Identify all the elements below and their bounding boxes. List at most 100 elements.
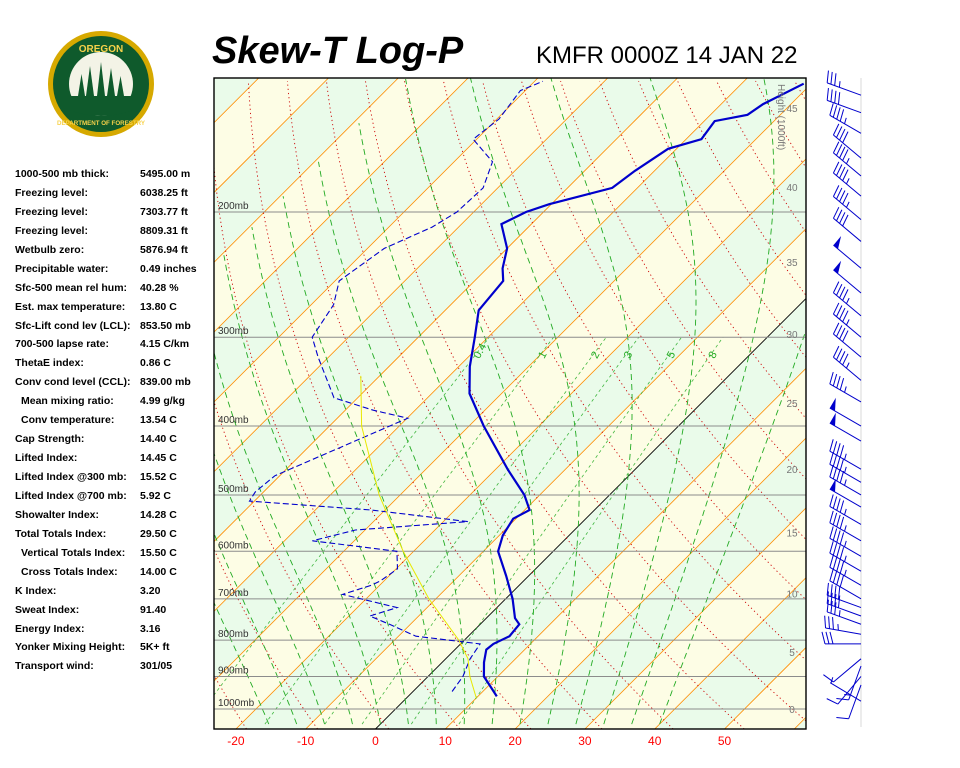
wind-barb-flag: [832, 141, 840, 154]
dry-adiabat: [0, 81, 104, 729]
wind-barbs: [821, 70, 862, 720]
wind-barb-flag: [830, 584, 833, 597]
index-label: Cap Strength:: [15, 433, 85, 446]
wind-barb-flag: [839, 377, 845, 391]
isotherm: [0, 78, 119, 729]
dry-adiabat: [443, 80, 806, 661]
wind-barb-staff: [827, 603, 862, 617]
index-value: 5876.94 ft: [140, 243, 188, 256]
parcel-path-trace: [360, 375, 477, 699]
wind-barb-half-flag: [845, 201, 850, 208]
wind-barb: [832, 141, 862, 177]
wind-barb: [829, 526, 862, 557]
wind-barb: [832, 322, 862, 358]
wind-barb-half-flag: [844, 693, 851, 696]
index-row: Freezing level: 6038.25 ft: [15, 187, 215, 206]
wind-barb-flag: [836, 144, 843, 156]
wind-barb-pennant: [829, 412, 836, 427]
plot-area: 0.4 1 2 3 5 8200mb300mb400mb500mb600mb700mb80…: [0, 78, 960, 729]
wind-barb-flag: [832, 302, 840, 315]
wind-barb-flag: [839, 561, 845, 574]
wind-barb-flag: [829, 439, 834, 452]
wind-barb-staff: [833, 217, 862, 242]
wind-barb-flag: [836, 348, 843, 361]
wind-barb-flag: [839, 547, 845, 560]
moist-adiabat: [470, 78, 580, 725]
x-tick-label: 20: [508, 734, 522, 748]
wind-barb-flag: [837, 595, 841, 608]
wind-barb-flag: [829, 510, 834, 523]
wind-barb-staff: [829, 488, 862, 508]
index-label: Yonker Mixing Height:: [15, 641, 126, 654]
index-row: ThetaE index: 0.86 C: [15, 357, 215, 376]
wind-barb-flag: [829, 371, 834, 385]
moist-adiabat: [214, 350, 353, 725]
wind-barb: [829, 478, 862, 508]
moist-adiabat: [603, 78, 697, 725]
wind-barb-flag: [836, 498, 841, 511]
wind-barb-half-flag: [844, 555, 847, 562]
wind-barb: [829, 439, 862, 470]
isotherm: [214, 78, 608, 473]
wind-barb-flag: [826, 599, 829, 612]
index-label: Sfc-Lift cond lev (LCL):: [15, 319, 131, 332]
wind-barb-half-flag: [830, 677, 834, 684]
wind-barb-staff: [848, 665, 862, 700]
wind-barb-flag: [839, 351, 846, 363]
wind-barb: [832, 302, 862, 338]
height-tick-label: 40: [786, 183, 798, 194]
wind-barb: [826, 591, 862, 617]
wind-barb-flag: [830, 89, 833, 102]
index-label: 1000-500 mb thick:: [15, 168, 109, 180]
index-label: Total Totals Index:: [15, 527, 107, 540]
wind-barb-flag: [839, 516, 845, 529]
height-tick-label: 10: [786, 589, 798, 600]
isotherm: [794, 716, 806, 729]
index-value: 14.40 C: [140, 433, 177, 446]
wind-barb-staff: [833, 244, 862, 269]
wind-barb: [829, 494, 862, 525]
wind-barb-staff: [833, 356, 862, 381]
wind-barb: [832, 345, 862, 381]
stability-indices-panel: 1000-500 mb thick: 5495.00 m Freezing leve…: [15, 168, 215, 679]
wind-barb-flag: [836, 514, 841, 527]
wind-barb-flag: [839, 307, 846, 320]
wind-barb: [832, 281, 862, 317]
wind-barb-half-flag: [844, 117, 847, 124]
dry-adiabat: [912, 81, 960, 729]
wind-barb-half-flag: [838, 610, 841, 617]
wind-barb-pennant: [833, 260, 842, 274]
wind-barb-flag: [839, 327, 846, 340]
dry-adiabat: [214, 162, 461, 729]
index-label: Vertical Totals Index:: [21, 546, 126, 559]
dry-adiabat: [834, 81, 960, 729]
height-tick-label: 20: [786, 465, 798, 476]
index-row: Transport wind: 301/05: [15, 660, 215, 679]
index-label: Energy Index:: [15, 622, 85, 635]
isobar-label: 200mb: [218, 201, 249, 212]
wind-barb-flag: [834, 73, 837, 86]
x-tick-label: 30: [578, 734, 592, 748]
wind-barb: [836, 684, 862, 720]
isotherm-band: [0, 78, 119, 729]
wind-barb-staff: [833, 292, 862, 317]
wind-barb: [829, 568, 862, 600]
dry-adiabat: [286, 80, 603, 729]
wind-barb-flag: [839, 166, 846, 179]
index-row: Wetbulb zero: 5876.94 ft: [15, 244, 215, 263]
mixing-ratio-label: 1: [536, 350, 549, 361]
wind-barb-flag: [836, 325, 843, 337]
dry-adiabat: [365, 80, 745, 729]
wind-barb-staff: [833, 134, 862, 159]
wind-barb-flag: [836, 107, 841, 120]
wind-barb-flag: [842, 310, 849, 323]
wind-barb-staff: [829, 407, 862, 427]
wind-barb-staff: [833, 333, 862, 358]
wind-barb-staff: [829, 566, 862, 586]
height-tick-label: 5: [789, 648, 795, 659]
wind-barb-staff: [827, 82, 862, 96]
moist-adiabat: [214, 451, 326, 725]
wind-barb-flag: [832, 345, 840, 358]
wind-barb-flag: [829, 526, 834, 539]
wind-barb-flag: [839, 470, 845, 484]
